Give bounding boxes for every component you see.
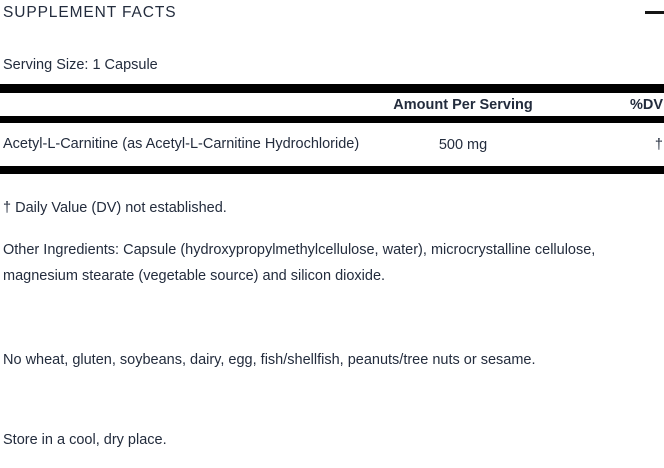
- table-bottom-rule: [0, 166, 664, 174]
- table-row: Acetyl-L-Carnitine (as Acetyl-L-Carnitin…: [0, 123, 664, 166]
- other-ingredients-text: Other Ingredients: Capsule (hydroxypropy…: [3, 242, 596, 284]
- panel-header: SUPPLEMENT FACTS: [0, 0, 664, 30]
- page-title: SUPPLEMENT FACTS: [3, 4, 177, 21]
- column-header-amount-per-serving: Amount Per Serving: [393, 96, 533, 113]
- supplement-facts-table: Amount Per Serving %DV Acetyl-L-Carnitin…: [0, 84, 664, 174]
- minus-icon: [645, 11, 664, 14]
- allergen-statement: No wheat, gluten, soybeans, dairy, egg, …: [3, 352, 536, 368]
- nutrient-percent-dv: †: [654, 136, 663, 153]
- table-header-rule: [0, 116, 664, 123]
- serving-size-label: Serving Size: 1 Capsule: [3, 57, 158, 73]
- column-header-percent-dv: %DV: [629, 96, 663, 113]
- daily-value-footnote: † Daily Value (DV) not established.: [3, 200, 227, 216]
- table-header-row: Amount Per Serving %DV: [0, 93, 664, 116]
- storage-instructions: Store in a cool, dry place.: [3, 432, 167, 448]
- collapse-section-button[interactable]: [642, 0, 664, 22]
- table-top-rule: [0, 84, 664, 93]
- nutrient-name: Acetyl-L-Carnitine (as Acetyl-L-Carnitin…: [3, 136, 360, 152]
- nutrient-amount: 500 mg: [438, 136, 488, 153]
